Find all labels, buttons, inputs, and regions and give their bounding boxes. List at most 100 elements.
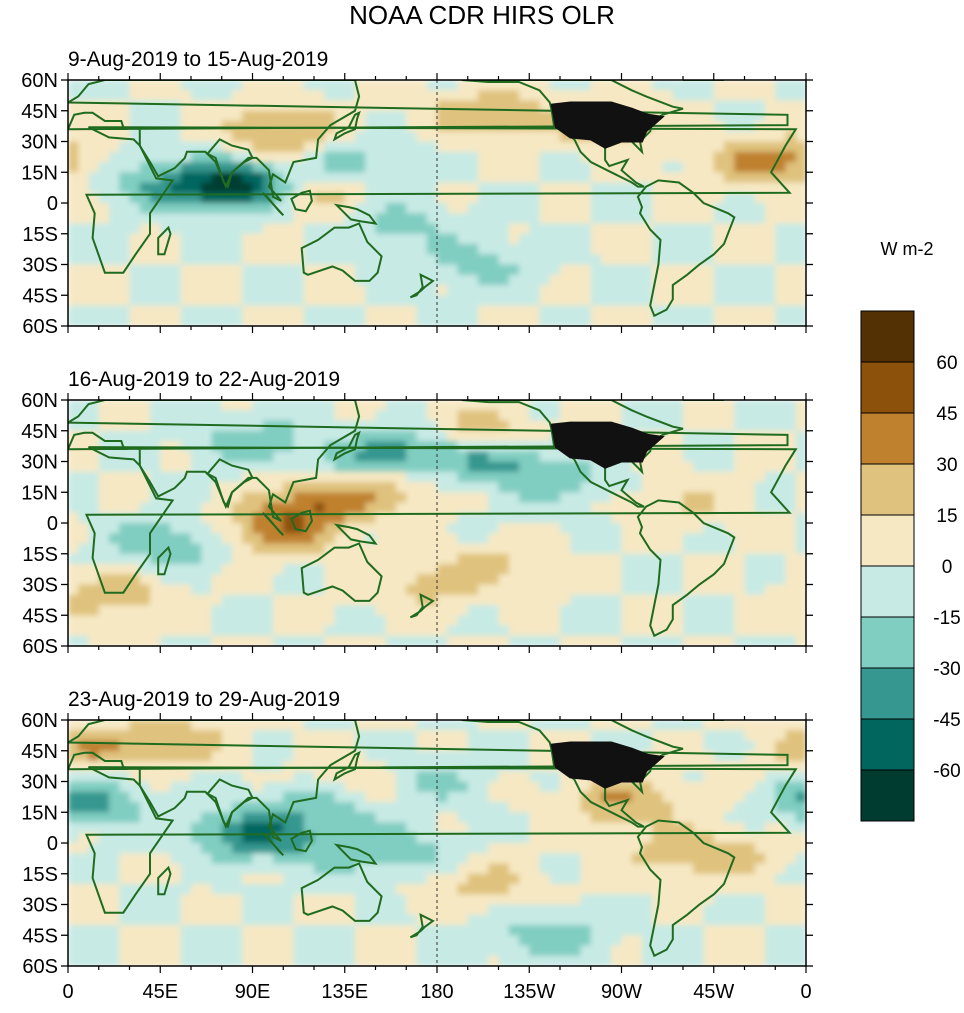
olr-cell [303, 904, 315, 916]
olr-cell [683, 305, 695, 317]
olr-cell [724, 315, 736, 326]
olr-cell [734, 873, 746, 885]
olr-cell [590, 233, 602, 245]
olr-cell [529, 853, 541, 865]
olr-cell [467, 315, 479, 326]
olr-cell [406, 182, 418, 194]
olr-cell [570, 635, 582, 646]
olr-cell [611, 863, 623, 875]
olr-cell [109, 832, 121, 844]
olr-cell [570, 213, 582, 225]
olr-cell [519, 182, 531, 194]
olr-cell [447, 182, 459, 194]
olr-cell [437, 192, 449, 204]
olr-cell [754, 543, 766, 555]
olr-cell [529, 264, 541, 276]
olr-cell [734, 574, 746, 586]
olr-cell [744, 750, 756, 762]
olr-cell [467, 172, 479, 184]
olr-cell [191, 740, 203, 752]
olr-cell [180, 315, 192, 326]
olr-cell [631, 400, 643, 412]
olr-cell [201, 151, 213, 163]
olr-cell [201, 295, 213, 307]
olr-cell [139, 305, 151, 317]
olr-cell [570, 461, 582, 473]
olr-cell [539, 822, 551, 834]
olr-cell [447, 574, 459, 586]
olr-cell [795, 461, 806, 473]
olr-cell [601, 254, 613, 266]
olr-cell [754, 192, 766, 204]
olr-cell [150, 781, 162, 793]
olr-cell [109, 213, 121, 225]
olr-cell [693, 502, 705, 514]
olr-cell [180, 812, 192, 824]
olr-cell [549, 131, 561, 143]
olr-cell [765, 420, 777, 432]
olr-cell [344, 894, 356, 906]
olr-cell [78, 812, 90, 824]
olr-cell [160, 203, 172, 215]
olr-cell [334, 162, 346, 174]
olr-cell [734, 564, 746, 576]
olr-cell [385, 605, 397, 617]
olr-cell [283, 771, 295, 783]
olr-cell [355, 750, 367, 762]
olr-cell [416, 182, 428, 194]
olr-cell [549, 233, 561, 245]
olr-cell [611, 471, 623, 483]
olr-cell [467, 584, 479, 596]
olr-cell [396, 471, 408, 483]
olr-cell [78, 843, 90, 855]
olr-cell [232, 492, 244, 504]
olr-cell [765, 80, 777, 92]
olr-cell [529, 110, 541, 122]
olr-cell [693, 564, 705, 576]
olr-cell [611, 523, 623, 535]
olr-cell [375, 305, 387, 317]
olr-cell [611, 543, 623, 555]
olr-cell [765, 884, 777, 896]
olr-cell [498, 203, 510, 215]
olr-cell [478, 162, 490, 174]
olr-cell [385, 740, 397, 752]
olr-cell [283, 853, 295, 865]
olr-cell [375, 625, 387, 637]
olr-cell [365, 192, 377, 204]
olr-cell [601, 574, 613, 586]
olr-cell [426, 523, 438, 535]
olr-cell [529, 771, 541, 783]
olr-cell [191, 100, 203, 112]
olr-cell [703, 203, 715, 215]
olr-cell [693, 730, 705, 742]
olr-cell [601, 172, 613, 184]
olr-cell [724, 420, 736, 432]
olr-cell [365, 873, 377, 885]
olr-cell [590, 410, 602, 422]
olr-cell [642, 502, 654, 514]
olr-cell [437, 543, 449, 555]
olr-cell [201, 625, 213, 637]
olr-cell [642, 213, 654, 225]
olr-cell [560, 295, 572, 307]
olr-cell [683, 894, 695, 906]
olr-cell [724, 625, 736, 637]
olr-cell [662, 430, 674, 442]
olr-cell [713, 400, 725, 412]
olr-cell [119, 451, 131, 463]
olr-cell [785, 203, 797, 215]
olr-cell [283, 502, 295, 514]
olr-cell [355, 162, 367, 174]
olr-cell [314, 791, 326, 803]
olr-cell [539, 584, 551, 596]
olr-cell [734, 90, 746, 102]
olr-cell [334, 574, 346, 586]
olr-cell [631, 635, 643, 646]
olr-cell [385, 523, 397, 535]
olr-cell [467, 410, 479, 422]
olr-cell [744, 853, 756, 865]
olr-cell [508, 430, 520, 442]
olr-cell [68, 594, 80, 606]
olr-cell [539, 750, 551, 762]
